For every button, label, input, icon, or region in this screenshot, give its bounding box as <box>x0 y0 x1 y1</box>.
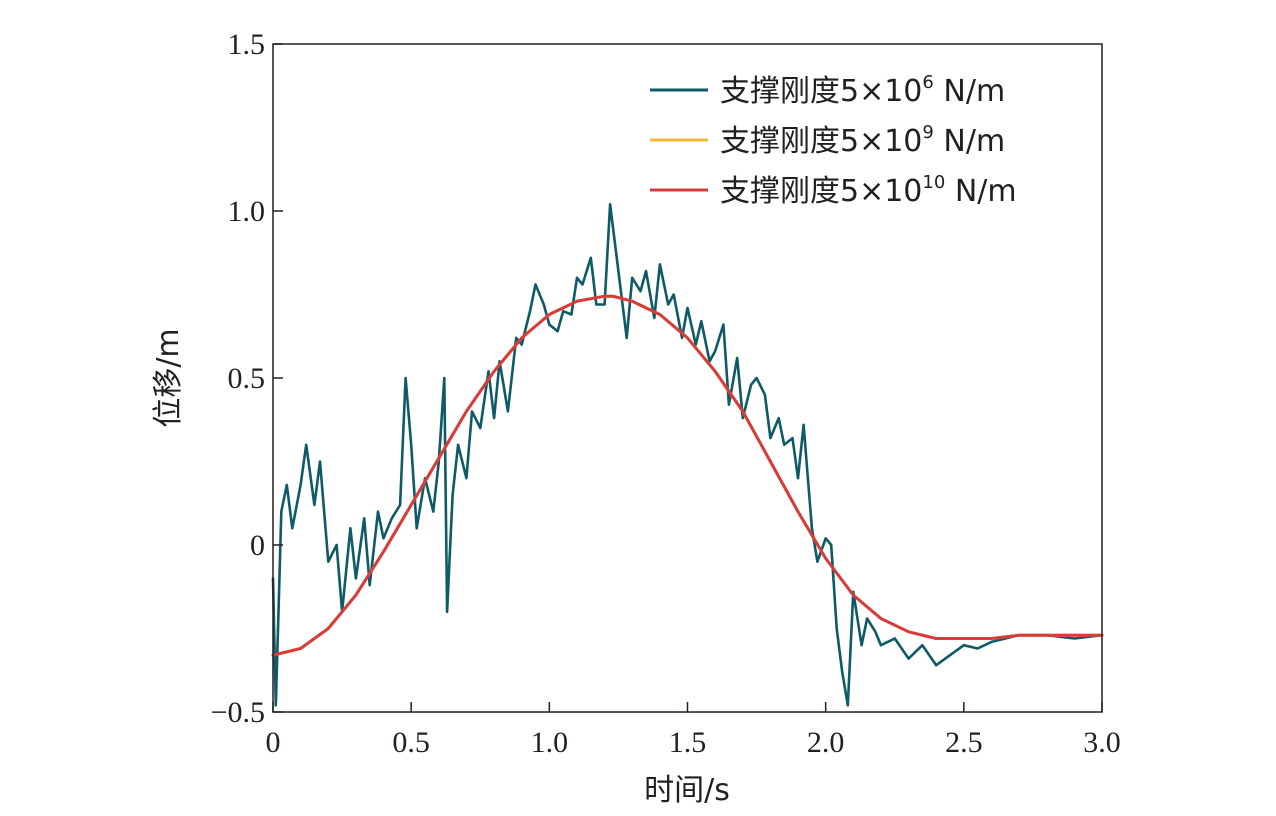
x-tick-label: 1.5 <box>669 726 707 759</box>
x-axis-title: 时间/s <box>644 773 730 808</box>
x-tick-label: 0 <box>266 726 281 759</box>
y-tick-label: 1.5 <box>228 28 266 61</box>
y-tick-label: 0 <box>250 529 265 562</box>
legend-label-1: 支撑刚度5×109 N/m <box>720 122 1005 159</box>
x-tick-label: 2.0 <box>807 726 845 759</box>
y-axis-title: 位移/m <box>151 328 186 427</box>
x-tick-label: 2.5 <box>945 726 983 759</box>
legend-label-0: 支撑刚度5×106 N/m <box>720 72 1005 109</box>
tick-layer: 0 0.5 1.0 1.5 2.0 2.5 3.0−0.500.51.01.5 <box>211 28 1121 759</box>
series-line-1 <box>271 294 1104 657</box>
legend: 支撑刚度5×106 N/m 支撑刚度5×109 N/m 支撑刚度5×1010 N/m <box>650 72 1017 209</box>
x-tick-label: 0.5 <box>392 726 430 759</box>
y-tick-label: 1.0 <box>228 195 266 228</box>
legend-label-2: 支撑刚度5×1010 N/m <box>720 172 1017 209</box>
y-tick-label: 0.5 <box>228 362 266 395</box>
x-tick-label: 1.0 <box>531 726 569 759</box>
y-tick-label: −0.5 <box>211 696 265 729</box>
x-tick-label: 3.0 <box>1083 726 1121 759</box>
series-line-0 <box>271 203 1104 707</box>
series-layer <box>271 203 1104 707</box>
series-line-2 <box>271 294 1104 657</box>
